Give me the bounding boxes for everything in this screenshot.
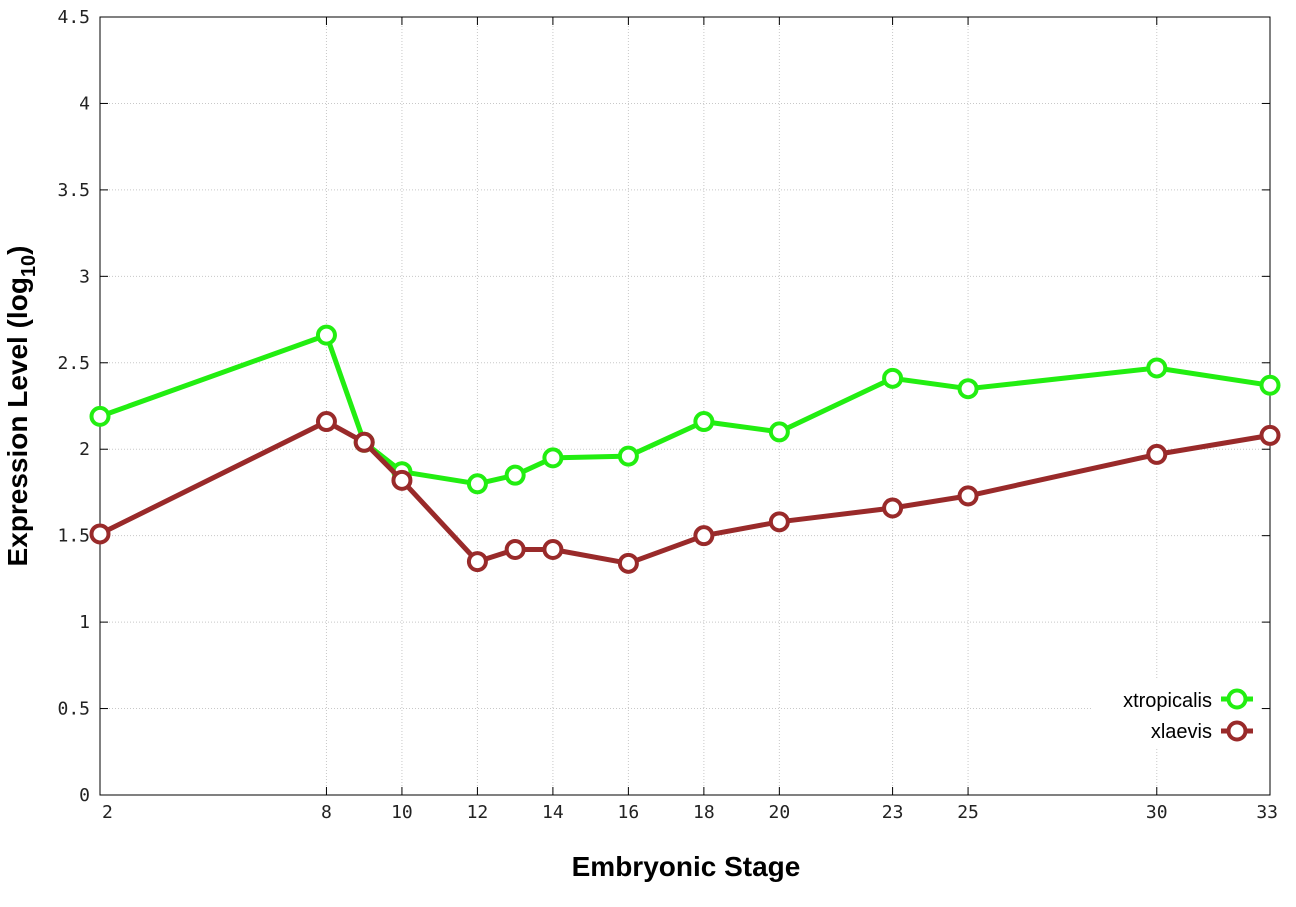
data-point <box>1259 424 1281 446</box>
data-point <box>504 538 526 560</box>
data-point <box>1146 443 1168 465</box>
legend-sample-marker <box>1226 720 1248 742</box>
y-tick-label: 3.5 <box>57 180 90 201</box>
legend-sample-marker <box>1226 688 1248 710</box>
grid <box>100 17 1270 795</box>
x-tick-label: 18 <box>693 802 715 823</box>
x-tick-label: 16 <box>618 802 640 823</box>
legend: xtropicalis xlaevis <box>1092 678 1260 748</box>
x-tick-label: 23 <box>882 802 904 823</box>
data-point <box>1146 357 1168 379</box>
data-point <box>466 473 488 495</box>
legend-label-xlaevis: xlaevis <box>1151 721 1212 743</box>
data-point <box>391 469 413 491</box>
y-tick-label: 4.5 <box>57 7 90 28</box>
data-point <box>466 551 488 573</box>
y-axis-title-main: Expression Level (log <box>2 277 33 566</box>
data-point <box>315 324 337 346</box>
y-tick-label: 2.5 <box>57 353 90 374</box>
legend-sample-xtropicalis <box>1221 688 1253 710</box>
data-point <box>1259 374 1281 396</box>
data-point <box>957 378 979 400</box>
y-tick-label: 3 <box>79 266 90 287</box>
x-tick-label: 2 <box>102 802 113 823</box>
x-tick-label: 20 <box>769 802 791 823</box>
data-point <box>315 411 337 433</box>
data-point <box>768 421 790 443</box>
data-point <box>617 445 639 467</box>
y-axis-title-close: ) <box>2 246 33 255</box>
x-tick-label: 33 <box>1256 802 1278 823</box>
legend-sample-xlaevis <box>1221 720 1253 742</box>
series-line-xtropicalis <box>99 332 1271 487</box>
y-tick-label: 0.5 <box>57 699 90 720</box>
y-tick-label: 1.5 <box>57 526 90 547</box>
series-group <box>89 324 1281 574</box>
x-axis-title: Embryonic Stage <box>572 851 801 882</box>
x-tick-label: 25 <box>957 802 979 823</box>
data-point <box>693 411 715 433</box>
x-tick-label: 8 <box>321 802 332 823</box>
x-tick-label: 12 <box>467 802 489 823</box>
x-tick-label: 10 <box>391 802 413 823</box>
y-axis-title-subscript: 10 <box>18 255 40 277</box>
data-point <box>542 447 564 469</box>
y-tick-label: 4 <box>79 93 90 114</box>
x-tick-label: 30 <box>1146 802 1168 823</box>
data-point <box>957 485 979 507</box>
y-tick-label: 1 <box>79 612 90 633</box>
y-tick-label: 2 <box>79 439 90 460</box>
x-tick-label: 14 <box>542 802 564 823</box>
data-point <box>89 405 111 427</box>
axis-ticks: 0 0.5 1 1.5 2 2.5 3 3.5 4 4.5 2 8 10 12 14 16 18 20 23 25 30… <box>57 7 1278 823</box>
data-point <box>882 497 904 519</box>
y-axis-title: Expression Level (log10) <box>2 246 40 567</box>
data-point <box>89 523 111 545</box>
data-point <box>504 464 526 486</box>
data-point <box>882 367 904 389</box>
data-point <box>617 552 639 574</box>
legend-label-xtropicalis: xtropicalis <box>1123 690 1212 712</box>
y-tick-label: 0 <box>79 785 90 806</box>
data-point <box>353 431 375 453</box>
data-point <box>693 525 715 547</box>
data-point <box>542 538 564 560</box>
series-line-xlaevis <box>98 419 1271 566</box>
data-point <box>768 511 790 533</box>
series-xlaevis <box>89 411 1281 574</box>
